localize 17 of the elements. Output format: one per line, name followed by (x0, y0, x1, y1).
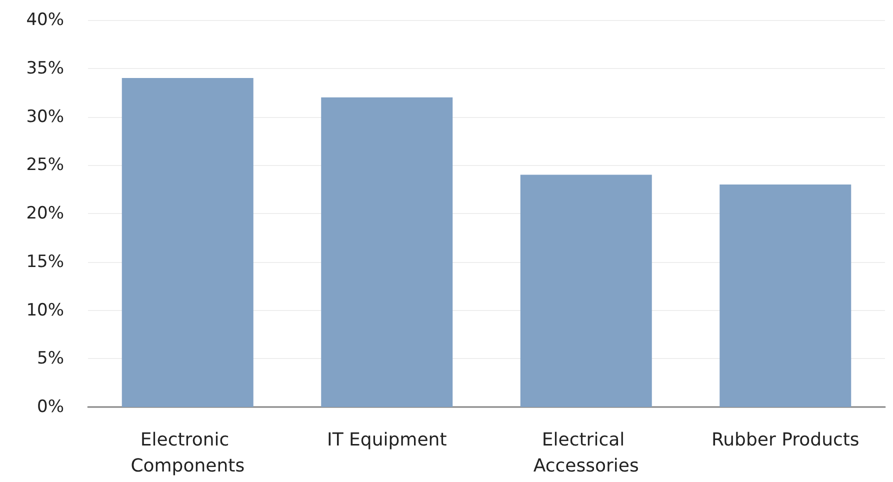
y-tick-label: 15% (26, 252, 64, 272)
y-tick-label: 5% (37, 348, 64, 369)
x-tick-label: Rubber Products (711, 430, 860, 450)
x-tick-label: Electronic Components (130, 430, 245, 476)
bar (720, 184, 852, 407)
y-tick-label: 0% (37, 397, 64, 417)
y-tick-label: 10% (26, 300, 64, 320)
x-tick-label: IT Equipment (327, 430, 447, 450)
x-tick-label: Electrical Accessories (533, 430, 639, 476)
y-tick-label: 40% (26, 10, 64, 30)
bar (321, 97, 453, 407)
bar (122, 78, 254, 407)
y-tick-label: 20% (26, 204, 64, 224)
y-tick-label: 35% (26, 58, 64, 78)
bar (520, 174, 652, 407)
y-tick-label: 30% (26, 106, 64, 127)
y-tick-label: 25% (26, 155, 64, 176)
